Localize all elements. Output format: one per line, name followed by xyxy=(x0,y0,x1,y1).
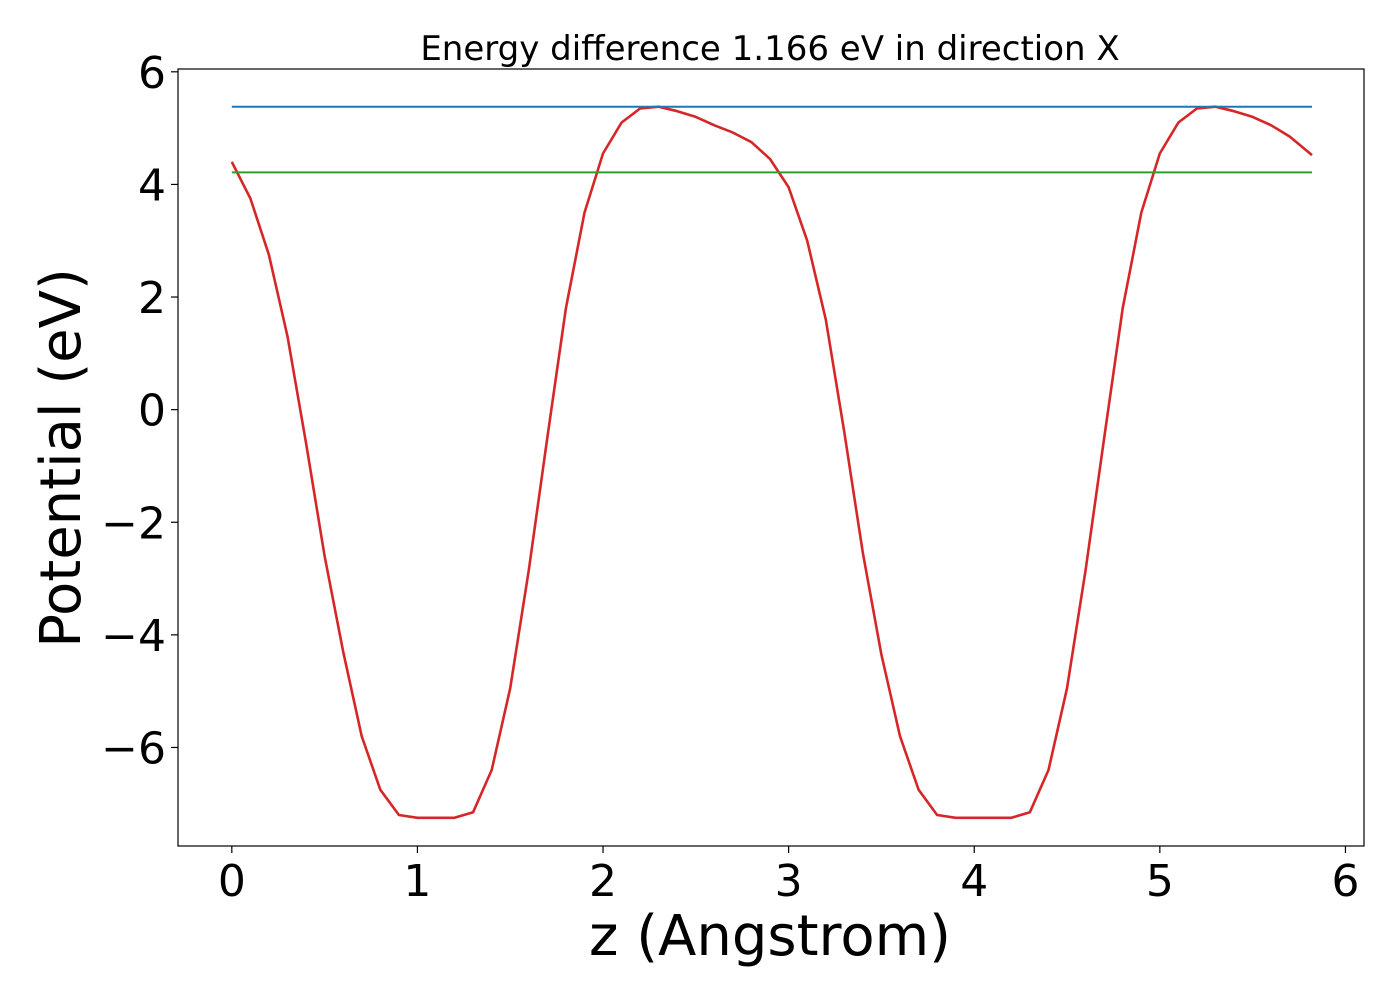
y-tick-label: 0 xyxy=(138,386,166,437)
x-axis-label: z (Angstrom) xyxy=(589,904,951,969)
y-tick-label: 2 xyxy=(138,273,166,324)
x-tick-label: 1 xyxy=(403,856,431,907)
chart-title: Energy difference 1.166 eV in direction … xyxy=(420,29,1119,69)
series-line-0 xyxy=(230,105,1313,820)
plot-frame xyxy=(177,68,1365,847)
x-tick-label: 0 xyxy=(218,856,246,907)
x-tick-label: 2 xyxy=(589,856,617,907)
x-tick-label: 3 xyxy=(775,856,803,907)
x-tick-label: 4 xyxy=(960,856,988,907)
y-tick-label: −6 xyxy=(101,723,166,774)
y-axis: −6 −4 −2 0 2 4 6 xyxy=(101,48,178,774)
x-tick-label: 6 xyxy=(1331,856,1359,907)
y-tick-label: −4 xyxy=(101,611,166,662)
series-layer xyxy=(230,105,1313,820)
x-tick-label: 5 xyxy=(1146,856,1174,907)
y-tick-label: 4 xyxy=(138,160,166,211)
y-axis-label: Potential (eV) xyxy=(29,268,94,648)
y-tick-label: 6 xyxy=(138,48,166,99)
x-axis: 0 1 2 3 4 5 6 xyxy=(218,846,1359,907)
y-tick-label: −2 xyxy=(101,498,166,549)
